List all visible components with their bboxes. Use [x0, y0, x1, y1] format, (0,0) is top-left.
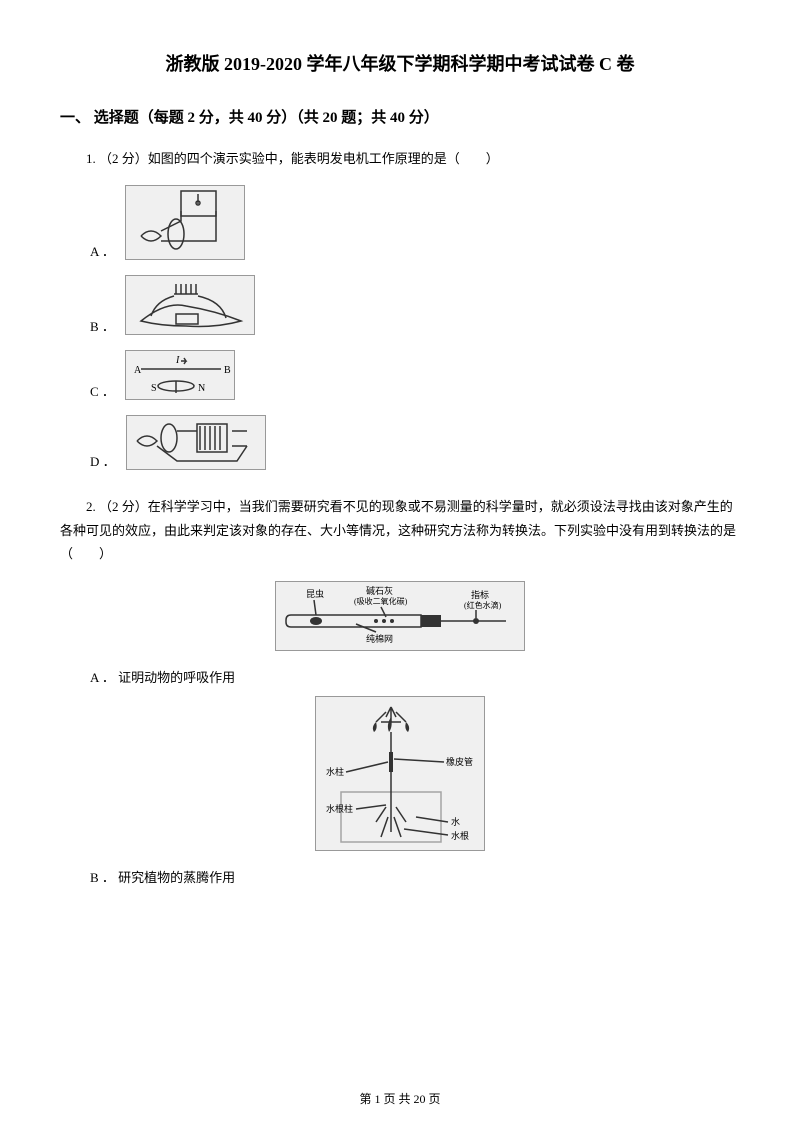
footer-prefix: 第: [359, 1092, 374, 1106]
label-A: A: [134, 365, 142, 376]
question-1-text: 1. （2 分）如图的四个演示实验中，能表明发电机工作原理的是（ ）: [60, 147, 740, 170]
option-d-row: D ．: [60, 415, 740, 470]
document-title: 浙教版 2019-2020 学年八年级下学期科学期中考试试卷 C 卷: [60, 50, 740, 76]
label-indicator-sub: (红色水滴): [464, 600, 502, 610]
question-2-text: 2. （2 分）在科学学习中，当我们需要研究看不见的现象或不易测量的科学量时，就…: [60, 495, 740, 565]
option-q2-b-text: 研究植物的蒸腾作用: [118, 870, 235, 885]
question-2: 2. （2 分）在科学学习中，当我们需要研究看不见的现象或不易测量的科学量时，就…: [60, 495, 740, 885]
diagram-q1-c: A B I S N: [125, 350, 235, 400]
label-waterroot: 水根柱: [326, 803, 353, 814]
diagram-q2-b-wrap: 水柱 橡皮管 水根柱 水 水根: [60, 696, 740, 857]
page-footer: 第 1 页 共 20 页: [0, 1090, 800, 1107]
diagram-q1-b: [125, 275, 255, 335]
label-root: 水根: [451, 830, 469, 841]
label-N: N: [198, 383, 205, 394]
diagram-q1-d: [126, 415, 266, 470]
diagram-q2-b: 水柱 橡皮管 水根柱 水 水根: [315, 696, 485, 851]
label-insect: 昆虫: [306, 588, 324, 599]
option-q2-a-label: A ．: [90, 670, 115, 685]
option-q2-b-label: B ．: [90, 870, 115, 885]
label-water-top: 水柱: [326, 766, 344, 777]
label-I: I: [175, 355, 180, 366]
option-c-row: C ． A B I S N: [60, 350, 740, 400]
option-a-row: A ．: [60, 185, 740, 260]
label-B: B: [224, 365, 231, 376]
diagram-q2-a: 昆虫 碱石灰 (吸收二氧化碳) 指标 (红色水滴) 纯棉网: [275, 581, 525, 651]
diagram-q1-a: [125, 185, 245, 260]
label-lime: 碱石灰: [366, 585, 393, 596]
label-indicator: 指标: [471, 589, 489, 600]
section-1-header: 一、 选择题（每题 2 分，共 40 分）（共 20 题；共 40 分）: [60, 106, 740, 127]
question-1: 1. （2 分）如图的四个演示实验中，能表明发电机工作原理的是（ ） A ． B…: [60, 147, 740, 470]
label-rubber: 橡皮管: [446, 756, 473, 767]
option-d-label: D ．: [90, 451, 116, 470]
option-b-row: B ．: [60, 275, 740, 335]
diagram-q2-a-wrap: 昆虫 碱石灰 (吸收二氧化碳) 指标 (红色水滴) 纯棉网: [60, 581, 740, 657]
label-lime-sub: (吸收二氧化碳): [354, 596, 408, 606]
footer-middle: 页 共: [380, 1092, 413, 1106]
option-b-label: B ．: [90, 316, 115, 335]
option-a-label: A ．: [90, 241, 115, 260]
label-S: S: [151, 383, 157, 394]
option-q2-a: A ． 证明动物的呼吸作用: [60, 667, 740, 686]
footer-total: 20: [414, 1092, 426, 1106]
option-q2-b: B ． 研究植物的蒸腾作用: [60, 867, 740, 886]
footer-suffix: 页: [426, 1092, 441, 1106]
option-q2-a-text: 证明动物的呼吸作用: [118, 670, 235, 685]
label-cotton: 纯棉网: [366, 633, 393, 644]
label-water-bot: 水: [451, 816, 460, 827]
option-c-label: C ．: [90, 381, 115, 400]
